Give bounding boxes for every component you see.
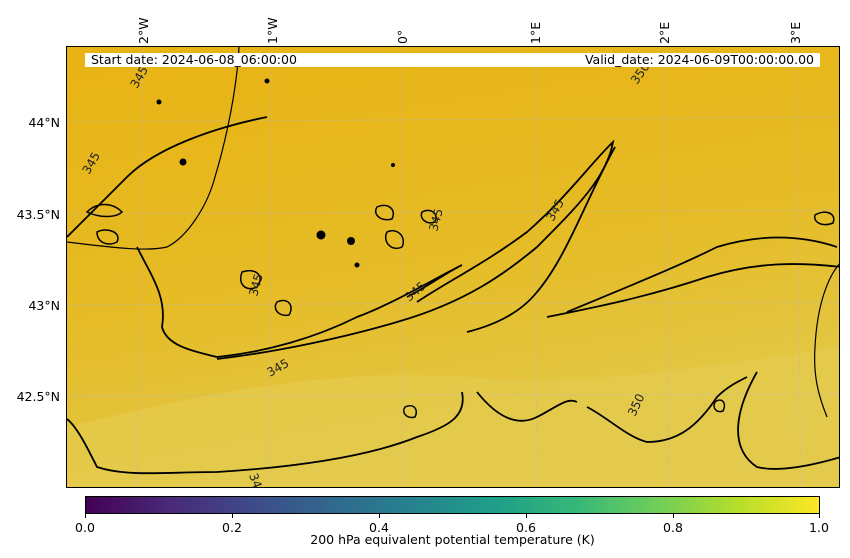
cb-tick-1: 0.2 [222, 520, 242, 535]
lon-tick-0: 0° [395, 29, 410, 44]
contours-345 [67, 116, 839, 475]
cb-tickmark-0 [85, 514, 86, 518]
colorbar-label: 200 hPa equivalent potential temperature… [310, 532, 595, 547]
field-warm-band [67, 347, 839, 487]
contour-islands [85, 203, 835, 419]
contour-label-2: 345 [246, 272, 265, 298]
lon-tick-2e: 2°E [657, 21, 672, 44]
gridlines [67, 47, 839, 487]
cb-tick-4: 0.8 [663, 520, 683, 535]
cb-tick-5: 1.0 [809, 520, 829, 535]
date-info-bar: Start date: 2024-06-08_06:00:00 Valid_da… [85, 53, 820, 67]
lon-tick-1e: 1°E [528, 21, 543, 44]
map-panel: 345 345 345 345 345 345 350 345 350 345 [66, 46, 840, 488]
lat-tick-43: 43°N [28, 298, 60, 313]
start-date-label: Start date: 2024-06-08_06:00:00 [91, 52, 297, 67]
cb-tickmark-1 [232, 514, 233, 518]
cb-tickmark-3 [526, 514, 527, 518]
lon-tick-1w: 1°W [265, 17, 280, 44]
cb-tickmark-5 [819, 514, 820, 518]
lat-tick-43-5: 43.5°N [16, 207, 60, 222]
cb-tickmark-2 [379, 514, 380, 518]
map-canvas: 345 345 345 345 345 345 350 345 350 345 [67, 47, 839, 487]
lon-tick-2w: 2°W [136, 17, 151, 44]
lon-tick-3e: 3°E [788, 21, 803, 44]
cb-tick-0: 0.0 [75, 520, 95, 535]
lat-tick-42-5: 42.5°N [16, 389, 60, 404]
lat-tick-44: 44°N [28, 115, 60, 130]
cb-tick-2: 0.4 [369, 520, 389, 535]
coastlines [67, 47, 839, 418]
contour-label-5: 345 [426, 207, 445, 233]
cb-tick-3: 0.6 [516, 520, 536, 535]
colorbar [85, 496, 820, 514]
cb-tickmark-4 [673, 514, 674, 518]
contour-dots [156, 78, 395, 268]
valid-date-label: Valid_date: 2024-06-09T00:00:00.00 [584, 52, 814, 67]
